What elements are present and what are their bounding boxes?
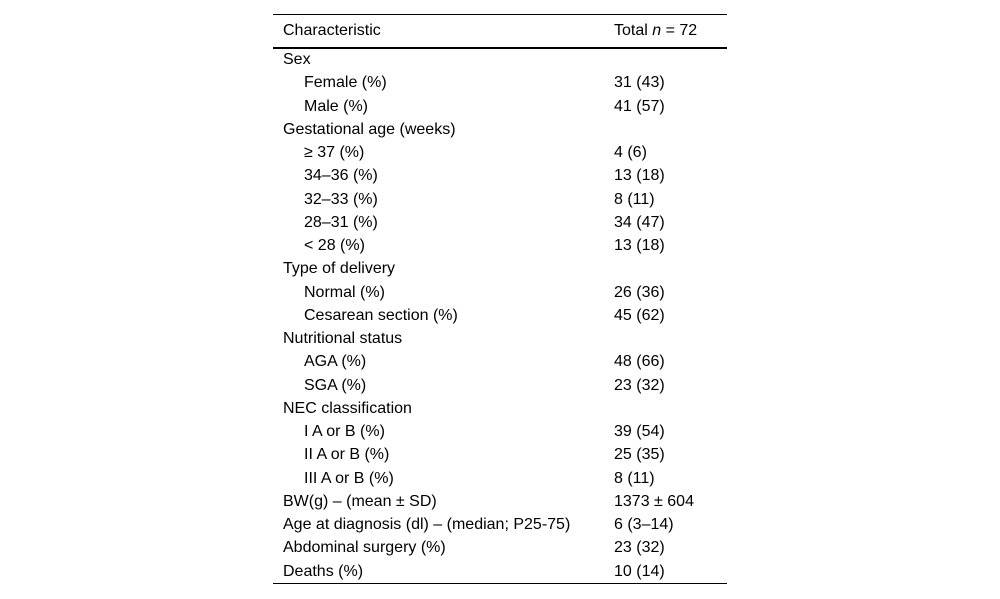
table-row: Deaths (%) 10 (14) — [273, 560, 727, 583]
row-label: BW(g) – (mean ± SD) — [283, 492, 437, 510]
row-value: 8 (11) — [614, 190, 655, 208]
row-label: AGA (%) — [304, 353, 367, 371]
row-value: 13 (18) — [614, 167, 665, 185]
table-header-row: Characteristic Total n = 72 — [273, 15, 727, 49]
table-row: Male (%) 41 (57) — [273, 95, 727, 118]
row-value: 48 (66) — [614, 353, 665, 371]
row-label: 28–31 (%) — [304, 213, 378, 231]
n-symbol: n — [652, 21, 662, 39]
table-row: Nutritional status — [273, 328, 727, 351]
total-label: Total — [614, 21, 648, 39]
table-row: < 28 (%) 13 (18) — [273, 235, 727, 258]
table-row: Gestational age (weeks) — [273, 118, 727, 141]
row-label: SGA (%) — [304, 376, 367, 394]
table-row: Abdominal surgery (%) 23 (32) — [273, 537, 727, 560]
row-label: Sex — [283, 51, 311, 69]
row-value: 1373 ± 604 — [614, 492, 694, 510]
row-label: I A or B (%) — [304, 423, 385, 441]
row-label: Type of delivery — [283, 260, 396, 278]
table-row: Sex — [273, 49, 727, 72]
table-row: BW(g) – (mean ± SD) 1373 ± 604 — [273, 490, 727, 513]
row-value: 8 (11) — [614, 469, 655, 487]
n-value: = 72 — [661, 21, 698, 39]
row-label: 32–33 (%) — [304, 190, 378, 208]
row-label: Gestational age (weeks) — [283, 120, 456, 138]
table-row: SGA (%) 23 (32) — [273, 374, 727, 397]
row-value: 13 (18) — [614, 237, 665, 255]
table-row: I A or B (%) 39 (54) — [273, 421, 727, 444]
row-value: 39 (54) — [614, 423, 665, 441]
row-value: 23 (32) — [614, 539, 665, 557]
table-body: Sex Female (%) 31 (43) Male (%) 41 (57) Gesta… — [273, 49, 727, 584]
table-row: 28–31 (%) 34 (47) — [273, 211, 727, 234]
table-row: Age at diagnosis (dl) – (median; P25-75)… — [273, 514, 727, 537]
column-header-total: Total n = 72 — [614, 21, 727, 39]
row-label: Cesarean section (%) — [304, 306, 458, 324]
row-value: 26 (36) — [614, 283, 665, 301]
table-row: Female (%) 31 (43) — [273, 72, 727, 95]
table-row: III A or B (%) 8 (11) — [273, 467, 727, 490]
row-value: 4 (6) — [614, 144, 647, 162]
row-value: 45 (62) — [614, 306, 665, 324]
column-header-characteristic: Characteristic — [283, 21, 381, 39]
table-row: AGA (%) 48 (66) — [273, 351, 727, 374]
table-row: Cesarean section (%) 45 (62) — [273, 304, 727, 327]
row-value: 6 (3–14) — [614, 516, 674, 534]
row-value: 25 (35) — [614, 446, 665, 464]
row-value: 23 (32) — [614, 376, 665, 394]
row-value: 34 (47) — [614, 213, 665, 231]
table-row: II A or B (%) 25 (35) — [273, 444, 727, 467]
row-label: Age at diagnosis (dl) – (median; P25-75) — [283, 516, 571, 534]
row-label: Female (%) — [304, 74, 387, 92]
row-label: III A or B (%) — [304, 469, 394, 487]
table-row: Normal (%) 26 (36) — [273, 281, 727, 304]
row-value: 31 (43) — [614, 74, 665, 92]
row-label: Deaths (%) — [283, 562, 364, 580]
table-row: ≥ 37 (%) 4 (6) — [273, 142, 727, 165]
row-label: < 28 (%) — [304, 237, 365, 255]
row-label: ≥ 37 (%) — [304, 144, 365, 162]
table-row: NEC classification — [273, 397, 727, 420]
characteristics-table: Characteristic Total n = 72 Sex Female (%)… — [273, 14, 727, 585]
table-row: Type of delivery — [273, 258, 727, 281]
row-label: Male (%) — [304, 97, 369, 115]
row-label: Nutritional status — [283, 330, 403, 348]
row-label: Normal (%) — [304, 283, 385, 301]
row-label: 34–36 (%) — [304, 167, 378, 185]
table-row: 32–33 (%) 8 (11) — [273, 188, 727, 211]
row-value: 41 (57) — [614, 97, 665, 115]
row-label: Abdominal surgery (%) — [283, 539, 446, 557]
table-row: 34–36 (%) 13 (18) — [273, 165, 727, 188]
row-label: NEC classification — [283, 399, 412, 417]
row-value: 10 (14) — [614, 562, 665, 580]
row-label: II A or B (%) — [304, 446, 390, 464]
